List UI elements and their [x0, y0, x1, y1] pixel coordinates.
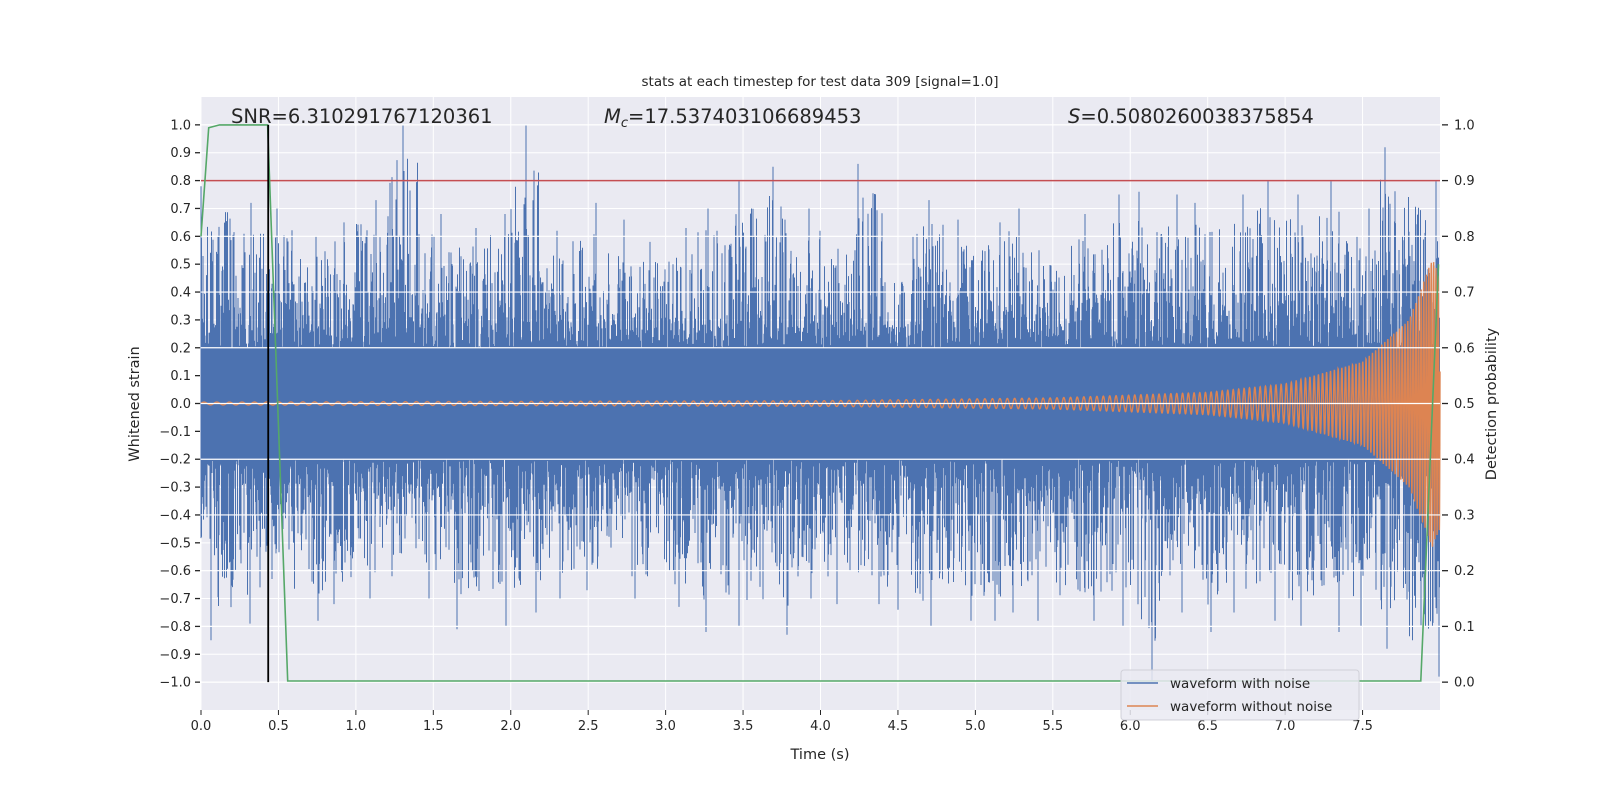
y-tick-label: −0.9 — [159, 648, 191, 663]
y-axis-label: Whitened strain — [127, 346, 143, 461]
x-tick-label: 7.0 — [1275, 719, 1296, 734]
series-waveform-without-noise — [200, 262, 1441, 547]
y-tick-label: −1.0 — [159, 676, 191, 691]
y-right-tick-label: 0.0 — [1454, 676, 1475, 691]
y-right-axis-label: Detection probability — [1484, 327, 1500, 480]
x-axis-label: Time (s) — [790, 747, 850, 763]
x-tick-label: 4.5 — [888, 719, 909, 734]
x-tick-label: 7.5 — [1352, 719, 1373, 734]
x-tick-label: 2.5 — [578, 719, 599, 734]
y-right-tick-label: 1.0 — [1454, 118, 1475, 133]
y-right-tick-label: 0.2 — [1454, 564, 1475, 579]
x-tick-label: 6.0 — [1120, 719, 1141, 734]
y-tick-label: 0.6 — [170, 230, 191, 245]
y-tick-label: 0.9 — [170, 146, 191, 161]
legend: waveform with noise waveform without noi… — [1120, 669, 1360, 721]
y-axis-ticks: −1.0 −0.9 −0.8 −0.7 −0.6 −0.5 −0.4 −0.3 −0.2 −0.1… — [159, 118, 200, 691]
y-tick-label: −0.2 — [159, 453, 191, 468]
x-tick-label: 3.0 — [655, 719, 676, 734]
y-tick-label: −0.7 — [159, 592, 191, 607]
chirp-mass-annotation: Mc=17.537403106689453 — [604, 105, 861, 131]
x-tick-label: 0.5 — [268, 719, 289, 734]
y-tick-label: 0.2 — [170, 341, 191, 356]
x-tick-label: 6.5 — [1197, 719, 1218, 734]
y-tick-label: 0.4 — [170, 286, 191, 301]
mc-value: =17.537403106689453 — [628, 105, 861, 128]
x-tick-label: 4.0 — [810, 719, 831, 734]
y-right-tick-label: 0.9 — [1454, 174, 1475, 189]
snr-annotation: SNR=6.310291767120361 — [231, 105, 493, 128]
x-tick-label: 1.5 — [423, 719, 444, 734]
s-annotation: S=0.5080260038375854 — [1068, 105, 1314, 128]
y-tick-label: −0.6 — [159, 564, 191, 579]
x-tick-label: 3.5 — [733, 719, 754, 734]
y-right-tick-label: 0.1 — [1454, 620, 1475, 635]
y-tick-label: 0.7 — [170, 202, 191, 217]
s-symbol: S — [1068, 105, 1080, 128]
y-right-tick-label: 0.3 — [1454, 508, 1475, 523]
legend-label-clean: waveform without noise — [1170, 699, 1332, 715]
y-tick-label: −0.5 — [159, 536, 191, 551]
noisy-waveform-path — [200, 124, 1440, 683]
x-tick-label: 5.0 — [965, 719, 986, 734]
y-tick-label: −0.8 — [159, 620, 191, 635]
legend-label-noisy: waveform with noise — [1170, 676, 1310, 692]
x-tick-label: 1.0 — [346, 719, 367, 734]
chart-title: stats at each timestep for test data 309… — [642, 74, 999, 90]
mc-symbol: M — [604, 105, 621, 128]
y-tick-label: 1.0 — [170, 118, 191, 133]
y-right-tick-label: 0.6 — [1454, 341, 1475, 356]
y-tick-label: 0.1 — [170, 369, 191, 384]
y-right-tick-label: 0.5 — [1454, 397, 1475, 412]
mc-subscript: c — [621, 116, 628, 131]
y-right-axis-ticks: 0.0 0.1 0.2 0.3 0.4 0.5 0.6 0.7 0.8 0.9 1.0 — [1442, 118, 1475, 691]
y-tick-label: 0.5 — [170, 258, 191, 273]
y-tick-label: 0.3 — [170, 313, 191, 328]
series-waveform-with-noise — [200, 124, 1440, 683]
x-tick-label: 5.5 — [1042, 719, 1063, 734]
s-value: =0.5080260038375854 — [1080, 105, 1313, 128]
y-tick-label: −0.4 — [159, 508, 191, 523]
legend-box — [1120, 669, 1360, 721]
y-right-tick-label: 0.4 — [1454, 453, 1475, 468]
y-tick-label: 0.0 — [170, 397, 191, 412]
y-right-tick-label: 0.7 — [1454, 286, 1475, 301]
y-tick-label: −0.1 — [159, 425, 191, 440]
y-tick-label: −0.3 — [159, 481, 191, 496]
x-tick-label: 0.0 — [191, 719, 212, 734]
x-tick-label: 2.0 — [500, 719, 521, 734]
y-tick-label: 0.8 — [170, 174, 191, 189]
y-right-tick-label: 0.8 — [1454, 230, 1475, 245]
x-axis-ticks: 0.0 0.5 1.0 1.5 2.0 2.5 3.0 3.5 4.0 4.5 5.0 5.5 6.0 6… — [191, 710, 1373, 734]
